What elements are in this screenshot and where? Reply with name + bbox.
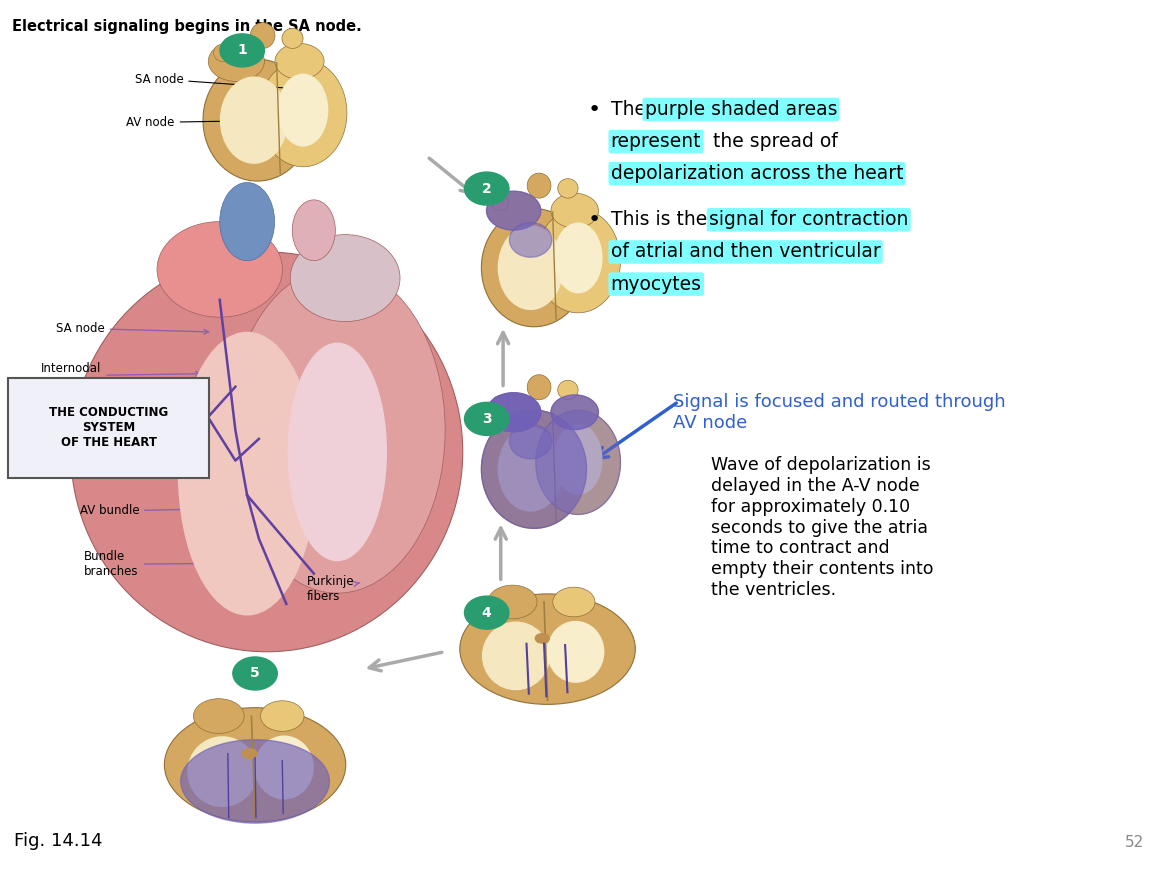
Ellipse shape	[551, 193, 599, 228]
Ellipse shape	[498, 428, 563, 511]
Ellipse shape	[509, 424, 552, 459]
Text: SA node: SA node	[56, 322, 208, 335]
Ellipse shape	[179, 332, 316, 615]
Ellipse shape	[255, 736, 314, 799]
Text: AV node: AV node	[64, 457, 215, 470]
Ellipse shape	[164, 707, 346, 822]
Ellipse shape	[278, 74, 328, 146]
Ellipse shape	[487, 191, 541, 230]
Text: THE CONDUCTING
SYSTEM
OF THE HEART: THE CONDUCTING SYSTEM OF THE HEART	[49, 406, 168, 449]
Ellipse shape	[536, 410, 620, 514]
Text: The: The	[611, 100, 652, 119]
Ellipse shape	[488, 585, 537, 619]
Circle shape	[220, 34, 264, 67]
Ellipse shape	[551, 395, 599, 429]
Ellipse shape	[558, 179, 578, 198]
Ellipse shape	[188, 737, 257, 806]
Ellipse shape	[555, 425, 601, 494]
Ellipse shape	[528, 173, 551, 198]
Ellipse shape	[481, 410, 586, 528]
Ellipse shape	[498, 226, 563, 309]
Ellipse shape	[157, 222, 282, 317]
Text: purple shaded areas: purple shaded areas	[645, 100, 838, 119]
Text: This is the: This is the	[611, 210, 713, 229]
Text: SA node: SA node	[135, 72, 304, 90]
Ellipse shape	[220, 182, 275, 261]
Text: Wave of depolarization is
delayed in the A-V node
for approximately 0.10
seconds: Wave of depolarization is delayed in the…	[711, 456, 934, 599]
Ellipse shape	[536, 634, 550, 643]
Text: •: •	[587, 210, 600, 230]
Ellipse shape	[193, 699, 245, 733]
Ellipse shape	[487, 393, 541, 432]
Ellipse shape	[282, 29, 303, 49]
Text: represent: represent	[611, 132, 701, 151]
Ellipse shape	[558, 381, 578, 400]
Ellipse shape	[229, 268, 445, 593]
Text: •: •	[587, 100, 600, 120]
Text: Purkinje
fibers: Purkinje fibers	[307, 574, 359, 602]
Circle shape	[464, 172, 509, 205]
Ellipse shape	[481, 410, 586, 528]
Text: 52: 52	[1126, 835, 1144, 850]
Ellipse shape	[491, 395, 509, 412]
Text: Fig. 14.14: Fig. 14.14	[14, 832, 103, 850]
Text: 4: 4	[482, 606, 491, 620]
Ellipse shape	[221, 77, 288, 163]
Ellipse shape	[548, 621, 604, 682]
Ellipse shape	[288, 343, 386, 561]
Ellipse shape	[536, 410, 620, 514]
Text: Internodal
pathways: Internodal pathways	[41, 362, 200, 389]
Text: depolarization across the heart: depolarization across the heart	[611, 164, 903, 183]
Ellipse shape	[553, 587, 596, 617]
Ellipse shape	[487, 393, 541, 432]
Ellipse shape	[242, 749, 257, 759]
FancyBboxPatch shape	[8, 378, 209, 478]
Circle shape	[233, 657, 277, 690]
Text: Signal is focused and routed through
AV node: Signal is focused and routed through AV …	[673, 393, 1005, 432]
Text: 5: 5	[250, 667, 260, 680]
Text: 1: 1	[238, 43, 247, 57]
Ellipse shape	[290, 235, 400, 322]
Ellipse shape	[482, 622, 550, 690]
Ellipse shape	[528, 375, 551, 400]
Ellipse shape	[275, 43, 324, 79]
Ellipse shape	[536, 209, 620, 313]
Ellipse shape	[292, 200, 336, 261]
Ellipse shape	[551, 395, 599, 429]
Ellipse shape	[180, 740, 330, 823]
Text: myocytes: myocytes	[611, 275, 702, 294]
Ellipse shape	[250, 23, 275, 49]
Ellipse shape	[213, 44, 232, 62]
Text: signal for contraction: signal for contraction	[709, 210, 908, 229]
Circle shape	[464, 402, 509, 435]
Text: of atrial and then ventricular: of atrial and then ventricular	[611, 242, 881, 262]
Text: Bundle
branches: Bundle branches	[84, 550, 250, 578]
Ellipse shape	[204, 59, 311, 181]
Ellipse shape	[460, 594, 635, 705]
Text: Electrical signaling begins in the SA node.: Electrical signaling begins in the SA no…	[12, 19, 362, 34]
Text: AV bundle: AV bundle	[80, 504, 239, 517]
Ellipse shape	[260, 59, 347, 167]
Ellipse shape	[481, 209, 586, 327]
Text: the spread of: the spread of	[707, 132, 838, 151]
Ellipse shape	[509, 222, 552, 257]
Ellipse shape	[487, 191, 541, 230]
Ellipse shape	[70, 252, 463, 652]
Ellipse shape	[208, 41, 264, 82]
Ellipse shape	[261, 700, 304, 732]
Ellipse shape	[487, 393, 541, 432]
Ellipse shape	[555, 223, 601, 293]
Text: 2: 2	[482, 182, 491, 196]
Text: AV node: AV node	[126, 116, 296, 129]
Circle shape	[464, 596, 509, 629]
Text: 3: 3	[482, 412, 491, 426]
Ellipse shape	[491, 194, 509, 210]
